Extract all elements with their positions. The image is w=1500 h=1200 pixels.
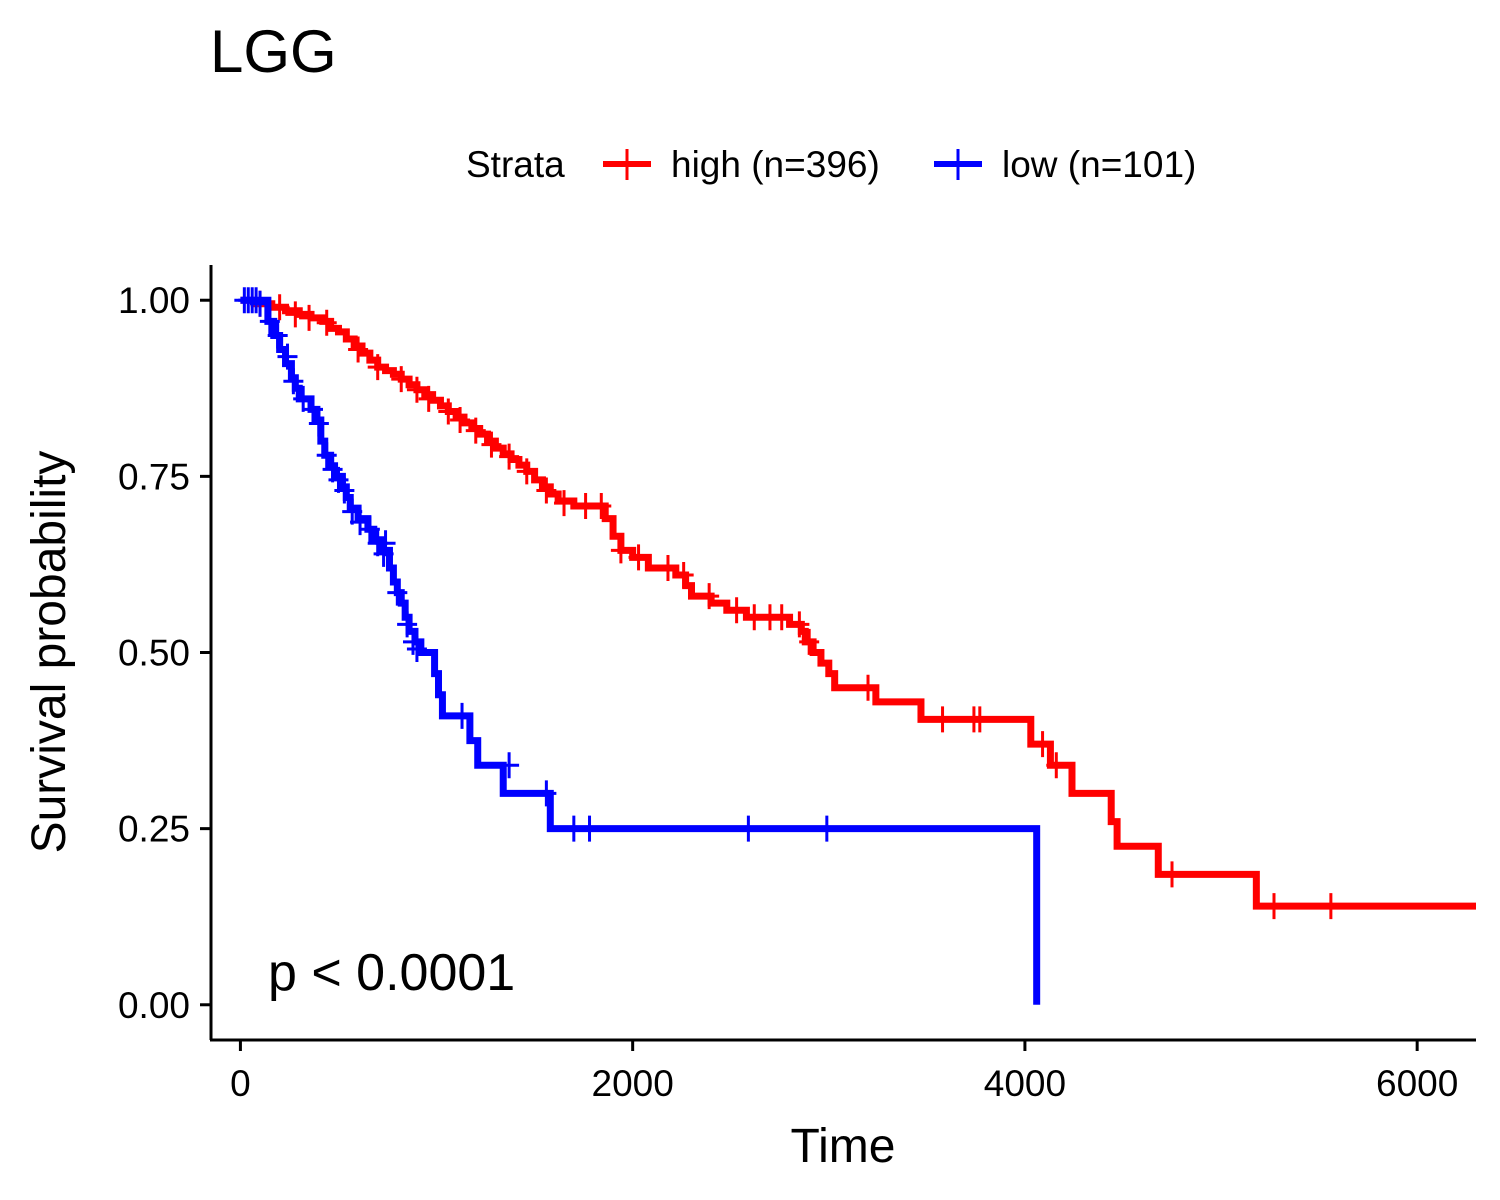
censor-mark-low	[403, 628, 424, 655]
censor-mark-high	[1320, 893, 1341, 920]
p-value-annotation: p < 0.0001	[268, 944, 515, 1002]
censor-mark-high	[673, 562, 694, 588]
legend-title: Strata	[466, 144, 565, 185]
censor-mark-low	[816, 815, 837, 842]
censor-mark-high	[932, 706, 953, 733]
censor-mark-low	[350, 509, 371, 536]
censor-mark-low	[259, 308, 280, 335]
censor-mark-low	[277, 343, 298, 370]
series-layer	[234, 287, 1476, 1005]
censor-mark-high	[481, 431, 502, 458]
censor-mark-low	[250, 290, 271, 317]
x-tick-label: 2000	[592, 1063, 674, 1104]
censor-mark-low	[406, 635, 427, 662]
legend-key-low	[934, 149, 982, 180]
censor-mark-high	[269, 294, 290, 321]
censor-mark-low	[308, 410, 329, 437]
censor-mark-high	[1263, 893, 1284, 920]
censor-mark-high	[1046, 752, 1067, 779]
censor-mark-high	[858, 674, 879, 701]
censor-mark-low	[499, 752, 520, 779]
censor-mark-high	[450, 407, 471, 433]
y-tick-label: 0.75	[118, 456, 190, 497]
censor-mark-low	[452, 702, 473, 729]
survival-curve-low	[240, 296, 1041, 1005]
chart-title: LGG	[210, 18, 337, 85]
censor-mark-low	[397, 611, 418, 638]
censor-mark-low	[738, 815, 759, 842]
censor-mark-high	[799, 628, 820, 655]
x-tick-label: 4000	[984, 1063, 1066, 1104]
censor-mark-low	[359, 516, 380, 543]
censor-mark-high	[391, 366, 412, 393]
censor-mark-low	[267, 322, 288, 349]
series-high	[240, 290, 1476, 920]
censor-mark-high	[499, 443, 520, 470]
censor-mark-low	[302, 396, 323, 423]
censor-mark-low	[536, 780, 557, 807]
censor-mark-high	[657, 554, 678, 581]
legend-label-high: high (n=396)	[671, 144, 880, 185]
censor-mark-high	[591, 492, 612, 519]
censor-mark-low	[246, 287, 267, 314]
x-tick-label: 0	[230, 1063, 251, 1104]
censor-mark-high	[554, 490, 575, 517]
censor-mark-high	[628, 544, 649, 571]
censor-mark-high	[316, 309, 337, 336]
x-axis-ticks: 0 2000 4000 6000	[230, 1040, 1458, 1104]
legend-label-low: low (n=101)	[1002, 144, 1196, 185]
censor-mark-high	[726, 597, 747, 624]
censor-mark-high	[699, 583, 720, 610]
series-low	[234, 287, 1041, 1005]
y-axis-title: Survival probability	[23, 451, 76, 854]
y-tick-label: 1.00	[118, 280, 190, 321]
censor-mark-high	[1162, 861, 1183, 888]
censor-mark-high	[969, 706, 990, 733]
censor-mark-low	[316, 442, 337, 469]
censor-mark-low	[293, 385, 314, 412]
censor-mark-high	[516, 458, 537, 485]
censor-mark-high	[285, 301, 306, 328]
censor-mark-high	[406, 376, 427, 403]
censor-mark-low	[387, 579, 408, 606]
censor-mark-high	[771, 604, 792, 631]
y-axis-ticks: 0.00 0.25 0.50 0.75 1.00	[118, 280, 211, 1026]
x-tick-label: 6000	[1376, 1063, 1458, 1104]
censor-mark-high	[610, 537, 631, 564]
censor-mark-low	[334, 477, 355, 504]
censor-mark-low	[373, 540, 394, 567]
censor-mark-high	[438, 398, 459, 425]
legend-key-high	[603, 149, 651, 180]
censor-mark-high	[465, 417, 486, 444]
y-tick-label: 0.50	[118, 633, 190, 674]
censor-mark-high	[789, 611, 810, 638]
censor-mark-high	[1032, 731, 1053, 758]
censor-mark-high	[418, 385, 439, 412]
legend: Strata high (n=396) low (n=101)	[466, 144, 1196, 185]
y-tick-label: 0.00	[118, 985, 190, 1026]
y-tick-label: 0.25	[118, 809, 190, 850]
censor-mark-low	[375, 530, 396, 557]
x-axis-title: Time	[791, 1120, 896, 1173]
censor-mark-low	[283, 368, 304, 395]
censor-mark-high	[348, 336, 369, 363]
censor-mark-high	[367, 354, 388, 381]
censor-mark-high	[299, 304, 320, 331]
censor-mark-low	[579, 815, 600, 842]
censor-mark-high	[536, 477, 557, 504]
